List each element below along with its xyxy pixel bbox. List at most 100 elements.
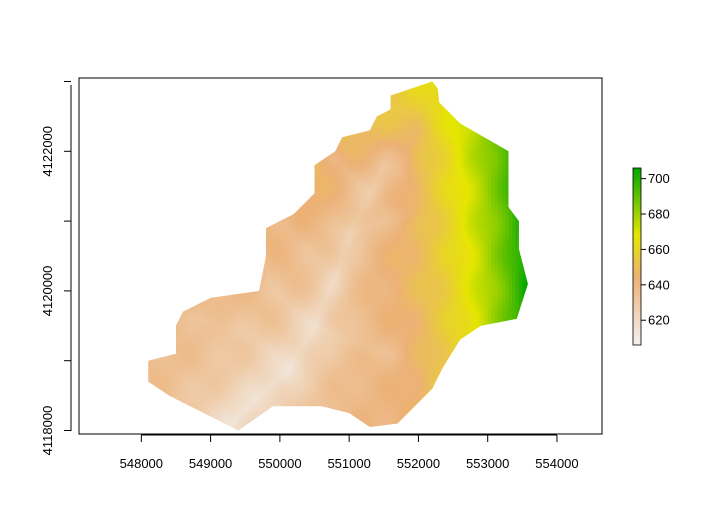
raster-cell xyxy=(148,119,149,124)
raster-cell xyxy=(231,332,236,337)
raster-cell xyxy=(214,88,219,93)
raster-cell xyxy=(224,238,229,243)
raster-cell xyxy=(290,182,295,187)
raster-cell xyxy=(165,297,170,302)
raster-cell xyxy=(293,297,298,302)
raster-cell xyxy=(214,95,219,100)
raster-cell xyxy=(182,242,187,247)
raster-cell xyxy=(200,196,205,201)
raster-cell xyxy=(148,214,149,219)
raster-cell xyxy=(231,147,236,152)
raster-cell xyxy=(224,231,229,236)
raster-cell xyxy=(234,95,239,100)
raster-cell xyxy=(276,402,281,407)
raster-cell xyxy=(217,294,222,299)
raster-cell xyxy=(210,343,215,348)
raster-cell xyxy=(217,154,222,159)
raster-cell xyxy=(203,287,208,292)
raster-cell xyxy=(186,343,191,348)
raster-cell xyxy=(200,332,205,337)
raster-cell xyxy=(186,364,191,369)
raster-cell xyxy=(307,353,312,358)
raster-cell xyxy=(151,315,156,320)
raster-cell xyxy=(286,322,291,327)
raster-cell xyxy=(169,105,174,111)
raster-cell xyxy=(245,385,250,390)
raster-cell xyxy=(300,151,305,156)
raster-cell xyxy=(227,109,232,114)
raster-cell xyxy=(203,371,208,376)
raster-cell xyxy=(207,322,212,327)
raster-cell xyxy=(241,332,246,337)
raster-cell xyxy=(196,158,201,163)
raster-cell xyxy=(297,311,302,316)
raster-cell xyxy=(293,427,298,431)
raster-cell xyxy=(300,252,305,257)
raster-cell xyxy=(269,378,274,383)
raster-cell xyxy=(227,322,232,327)
raster-cell xyxy=(286,374,291,379)
raster-cell xyxy=(290,154,295,159)
raster-cell xyxy=(186,161,191,166)
raster-cell xyxy=(241,269,246,275)
raster-cell xyxy=(293,416,298,421)
raster-cell xyxy=(248,413,253,418)
raster-cell xyxy=(238,182,243,187)
raster-cell xyxy=(276,290,281,295)
raster-cell xyxy=(279,168,284,173)
raster-cell xyxy=(269,336,274,341)
raster-cell xyxy=(304,399,309,404)
raster-cell xyxy=(165,81,170,86)
raster-cell xyxy=(148,200,149,205)
raster-cell xyxy=(182,280,187,285)
raster-cell xyxy=(276,367,281,372)
raster-cell xyxy=(186,242,191,247)
raster-cell xyxy=(300,395,305,400)
raster-cell xyxy=(262,210,267,215)
raster-cell xyxy=(172,196,177,201)
raster-cell xyxy=(165,364,170,369)
raster-cell xyxy=(155,98,160,104)
raster-cell xyxy=(238,283,243,289)
raster-cell xyxy=(200,301,205,306)
raster-cell xyxy=(155,189,160,194)
raster-cell xyxy=(165,196,170,201)
raster-cell xyxy=(186,245,191,250)
raster-cell xyxy=(214,360,219,365)
raster-cell xyxy=(300,290,305,295)
raster-cell xyxy=(196,81,201,83)
raster-cell xyxy=(272,175,278,180)
raster-cell xyxy=(189,88,194,93)
raster-cell xyxy=(169,371,174,376)
raster-cell xyxy=(269,371,274,376)
raster-cell xyxy=(148,249,149,254)
raster-cell xyxy=(304,249,309,254)
raster-cell xyxy=(227,304,232,309)
raster-cell xyxy=(238,242,243,247)
raster-cell xyxy=(151,228,156,233)
raster-cell xyxy=(311,385,316,390)
raster-cell xyxy=(290,315,295,320)
raster-cell xyxy=(241,388,246,393)
raster-cell xyxy=(252,179,257,184)
raster-cell xyxy=(179,193,184,198)
raster-cell xyxy=(224,140,229,145)
raster-cell xyxy=(193,374,198,379)
raster-cell xyxy=(221,371,226,376)
raster-cell xyxy=(172,256,177,261)
raster-cell xyxy=(248,95,253,100)
raster-cell xyxy=(231,329,236,334)
raster-cell xyxy=(262,161,267,166)
raster-cell xyxy=(266,186,271,191)
raster-cell xyxy=(283,109,288,114)
raster-cell xyxy=(238,325,243,330)
raster-cell xyxy=(300,276,305,282)
raster-cell xyxy=(307,308,312,313)
raster-cell xyxy=(269,242,274,247)
raster-cell xyxy=(259,381,264,386)
raster-cell xyxy=(162,339,167,344)
raster-cell xyxy=(238,322,243,327)
raster-cell xyxy=(224,207,229,212)
raster-cell xyxy=(279,84,284,90)
raster-cell xyxy=(255,154,260,159)
